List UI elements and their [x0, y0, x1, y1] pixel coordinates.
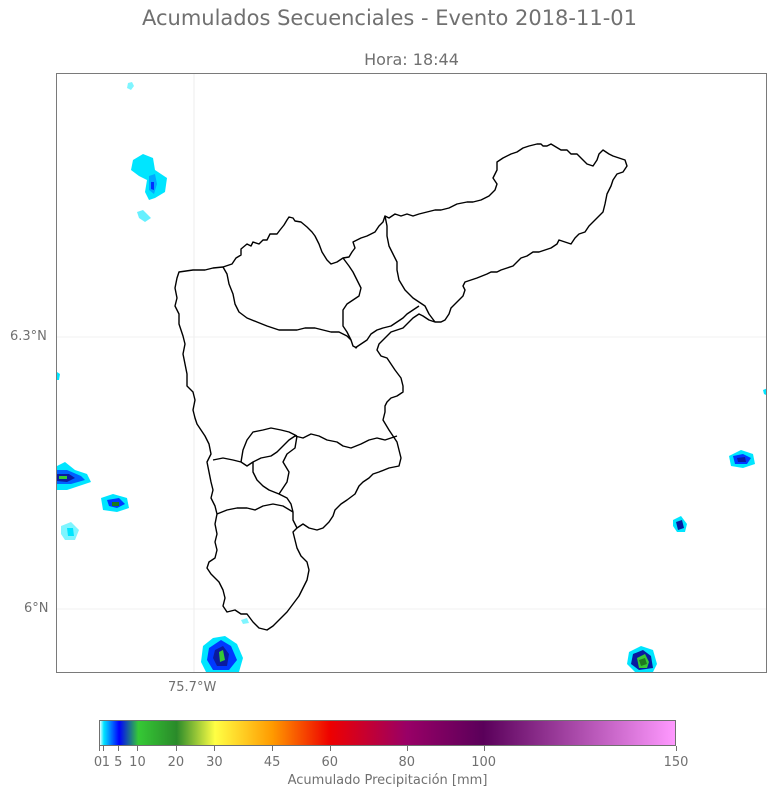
precipitation-layer	[57, 82, 766, 672]
colorbar-tick-label: 80	[398, 755, 415, 770]
colorbar-tick-mark	[483, 746, 485, 751]
colorbar-tick-label: 45	[263, 755, 281, 770]
boundary-inner-6	[240, 427, 298, 463]
colorbar-tick-mark	[99, 746, 100, 751]
boundary-inner-2	[342, 257, 362, 341]
boundary-inner-9	[278, 435, 298, 495]
precip-cell	[127, 82, 134, 90]
lon-label-75-7: 75.7°W	[168, 680, 217, 695]
colorbar-tick-label: 5	[114, 755, 123, 770]
boundary-north-a	[174, 143, 628, 631]
precip-cell	[729, 388, 766, 468]
precip-cell	[627, 646, 657, 672]
map-canvas	[57, 74, 766, 672]
colorbar-tick-mark	[137, 746, 139, 751]
boundary-inner-1	[222, 266, 358, 349]
colorbar-tick-label: 100	[471, 755, 497, 770]
colorbar-tick-mark	[676, 746, 677, 751]
precip-cell	[61, 522, 79, 540]
precip-cell	[101, 494, 129, 512]
lat-label-6: 6°N	[24, 601, 49, 616]
colorbar-tick-mark	[175, 746, 177, 751]
colorbar-tick-mark	[214, 746, 216, 751]
colorbar-tick-label: 10	[129, 755, 146, 770]
colorbar-tick-label: 20	[167, 755, 185, 770]
colorbar-tick-label: 0	[93, 755, 103, 770]
colorbar-tick-mark	[329, 746, 331, 751]
colorbar-tick-label: 60	[321, 755, 339, 770]
precip-cell	[673, 516, 687, 532]
colorbar-tick-mark	[272, 746, 274, 751]
map-title: Acumulados Secuenciales - Evento 2018-11…	[141, 6, 638, 30]
map-panel[interactable]	[56, 73, 767, 673]
colorbar-caption: Acumulado Precipitación [mm]	[287, 773, 488, 788]
map-subtitle: Hora: 18:44	[364, 50, 459, 69]
lat-label-6-3: 6.3°N	[10, 329, 47, 344]
boundary-inner-4	[354, 305, 420, 349]
precip-cell	[57, 462, 91, 490]
boundary-inner-8	[216, 503, 294, 515]
boundary-inner-3	[384, 215, 436, 323]
colorbar	[99, 720, 677, 751]
colorbar-tick-mark	[406, 746, 408, 751]
precip-cell	[201, 618, 249, 672]
municipal-boundaries	[174, 143, 628, 631]
colorbar-gradient	[99, 720, 676, 746]
colorbar-tick-mark	[102, 746, 104, 751]
colorbar-tick-label: 150	[663, 755, 689, 770]
boundary-inner-7	[252, 462, 298, 529]
colorbar-tick-label: 1	[101, 755, 110, 770]
boundary-inner-5	[212, 433, 398, 467]
precip-cell	[57, 372, 60, 380]
colorbar-tick-mark	[118, 746, 120, 751]
precip-cell	[131, 154, 167, 222]
colorbar-tick-label: 30	[206, 755, 223, 770]
